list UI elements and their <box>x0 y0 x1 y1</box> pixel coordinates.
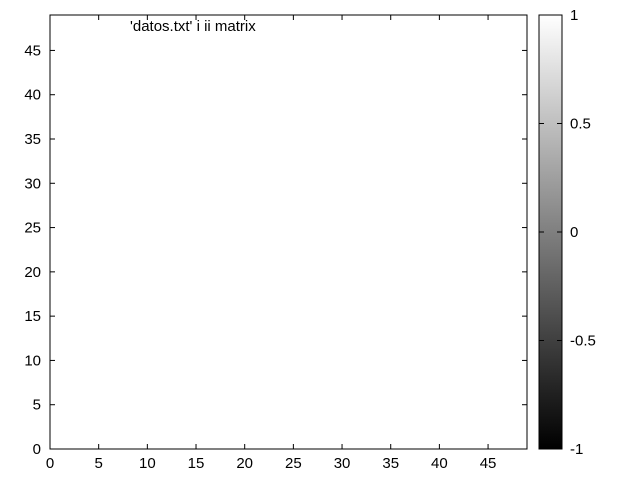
legend-entry: 'datos.txt' i ii matrix <box>130 18 256 35</box>
y-tick-label: 5 <box>33 397 41 414</box>
colorbar-ticks: 1 0.5 0 -0.5 -1 <box>539 7 596 458</box>
x-tick-label: 5 <box>95 455 103 472</box>
colorbar-tick-label: 1 <box>570 7 578 24</box>
x-tick-label: 10 <box>139 455 156 472</box>
x-tick-label: 40 <box>431 455 448 472</box>
x-tick-label: 30 <box>334 455 351 472</box>
x-tick-label: 35 <box>382 455 399 472</box>
x-tick-label: 45 <box>480 455 497 472</box>
y-tick-label: 35 <box>24 131 41 148</box>
y-tick-label: 0 <box>33 441 41 458</box>
x-tick-label: 15 <box>188 455 205 472</box>
x-tick-label: 0 <box>46 455 54 472</box>
colorbar-tick-label: 0.5 <box>570 116 591 133</box>
y-tick-label: 20 <box>24 264 41 281</box>
plot-frame <box>49 14 528 450</box>
y-tick-label: 25 <box>24 220 41 237</box>
x-tick-label: 25 <box>285 455 302 472</box>
colorbar-tick-label: -0.5 <box>570 333 596 350</box>
y-tick-label: 45 <box>24 42 41 59</box>
y-tick-label: 10 <box>24 352 41 369</box>
y-tick-label: 30 <box>24 175 41 192</box>
plot-area <box>50 15 527 449</box>
y-tick-label: 15 <box>24 308 41 325</box>
ticks-layer: 0 5 10 15 20 25 30 35 40 45 0 5 10 15 20 25 30 35 40 45 <box>24 15 527 472</box>
colorbar-tick-label: 0 <box>570 224 578 241</box>
colorbar-tick-label: -1 <box>570 441 583 458</box>
x-tick-label: 20 <box>236 455 253 472</box>
y-tick-label: 40 <box>24 87 41 104</box>
